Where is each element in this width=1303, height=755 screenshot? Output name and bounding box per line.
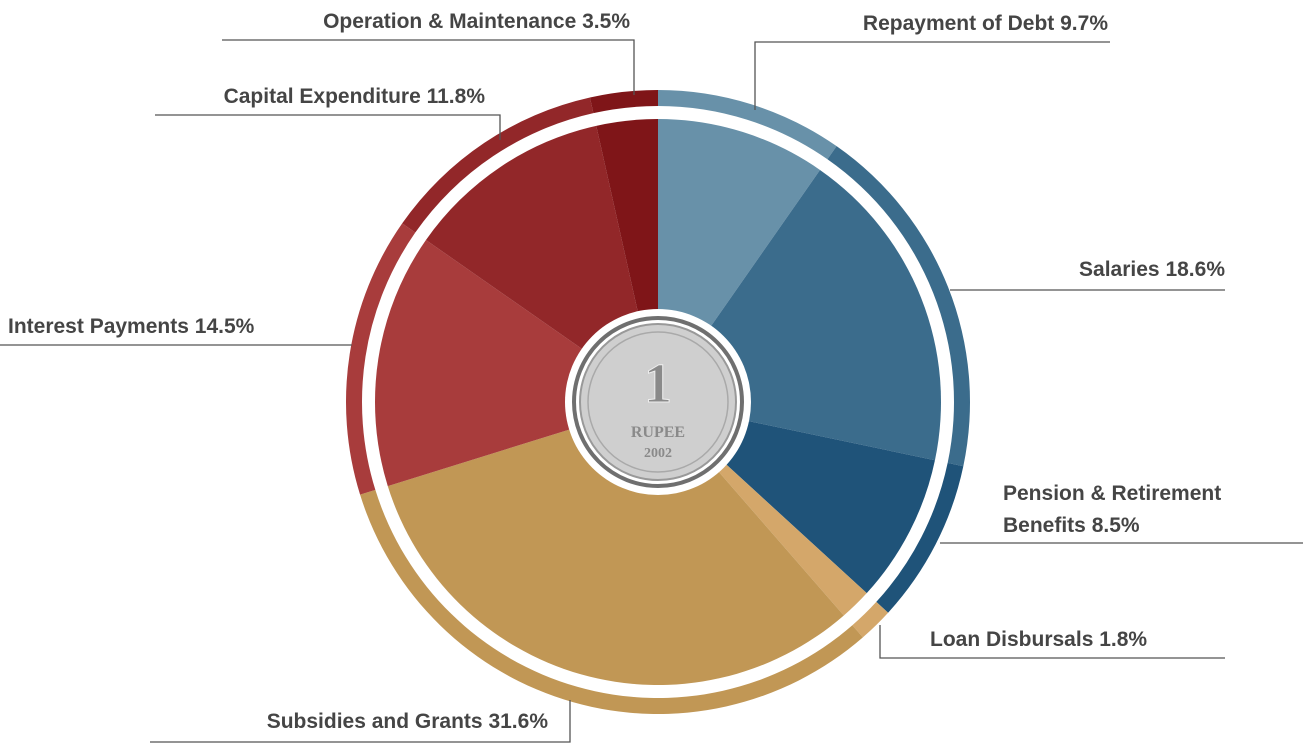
slice-label: Capital Expenditure 11.8%	[224, 81, 485, 113]
value-label: 8.5%	[1092, 514, 1140, 537]
value-label: 3.5%	[582, 10, 630, 33]
coin-year: 2002	[644, 446, 672, 461]
value-label: 18.6%	[1165, 258, 1225, 281]
category-name: Capital Expenditure	[224, 85, 421, 108]
category-name: Subsidies and Grants	[267, 710, 483, 733]
category-name: Interest Payments	[8, 315, 189, 338]
slice-label: Salaries 18.6%	[1079, 254, 1225, 286]
slice-label: Repayment of Debt 9.7%	[863, 8, 1108, 40]
value-label: 11.8%	[427, 85, 485, 108]
category-name: Salaries	[1079, 258, 1160, 281]
value-label: 9.7%	[1060, 12, 1108, 35]
value-label: 31.6%	[488, 710, 548, 733]
slice-label: Loan Disbursals 1.8%	[930, 624, 1147, 656]
leader-line	[755, 42, 1110, 110]
value-label: 14.5%	[195, 315, 255, 338]
coin-numeral: 1	[644, 353, 672, 415]
value-label: 1.8%	[1099, 628, 1147, 651]
slice-label: Interest Payments 14.5%	[8, 311, 254, 343]
slice-label: Subsidies and Grants 31.6%	[267, 706, 548, 738]
ring-segment	[590, 90, 658, 113]
leader-line	[155, 115, 500, 140]
category-name: Repayment of Debt	[863, 12, 1054, 35]
slice-label: Operation & Maintenance 3.5%	[323, 6, 630, 38]
category-name: Loan Disbursals	[930, 628, 1093, 651]
category-name: Operation & Maintenance	[323, 10, 576, 33]
coin-text: RUPEE	[631, 424, 685, 441]
page: 1 RUPEE 2002 Repayment of Debt 9.7% Salar…	[0, 0, 1303, 755]
slice-label: Pension & Retirement Benefits 8.5%	[1003, 478, 1283, 542]
